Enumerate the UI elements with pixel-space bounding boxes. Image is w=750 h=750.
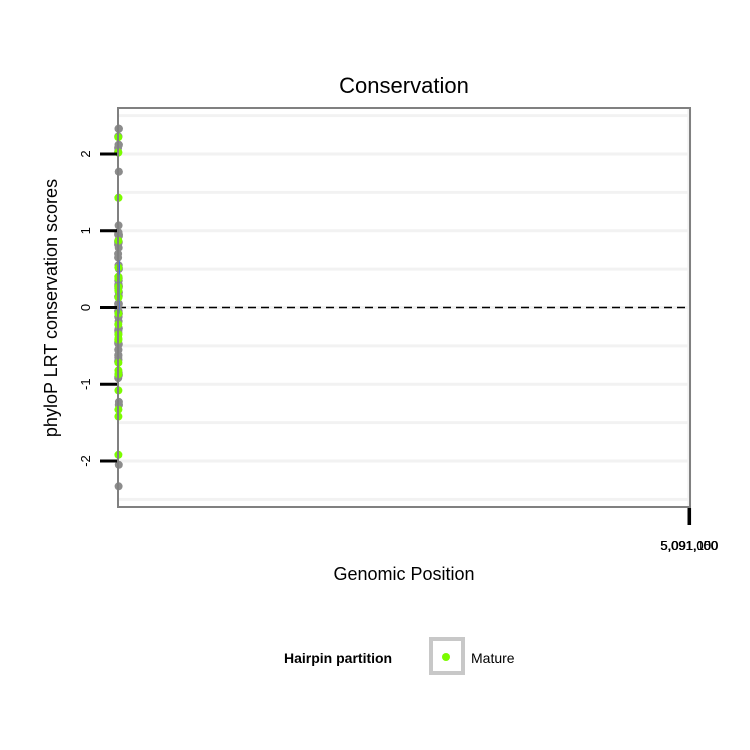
y-axis-title: phyloP LRT conservation scores <box>41 179 61 437</box>
y-tick-label: -2 <box>78 455 93 467</box>
panel-border <box>117 107 691 508</box>
y-tick-label: 0 <box>78 304 93 311</box>
legend: Hairpin partition Mature <box>284 637 515 675</box>
y-tick-label: -1 <box>78 378 93 390</box>
plot-panel-border <box>117 107 691 508</box>
x-tick-label: 5,091,000 <box>660 538 718 553</box>
chart-title: Conservation <box>339 73 469 98</box>
x-tick-label: 5,091,100 <box>661 538 719 553</box>
legend-label-mature: Mature <box>471 650 515 666</box>
legend-key-box <box>429 637 465 675</box>
y-axis: -2 -1 0 1 2 <box>78 150 117 467</box>
x-tick-label: 5,091,050 <box>660 538 718 553</box>
legend-key-mature <box>442 653 450 661</box>
y-tick-label: 2 <box>78 150 93 157</box>
legend-title: Hairpin partition <box>284 650 392 666</box>
x-axis-title: Genomic Position <box>333 564 474 584</box>
y-tick-label: 1 <box>78 227 93 234</box>
